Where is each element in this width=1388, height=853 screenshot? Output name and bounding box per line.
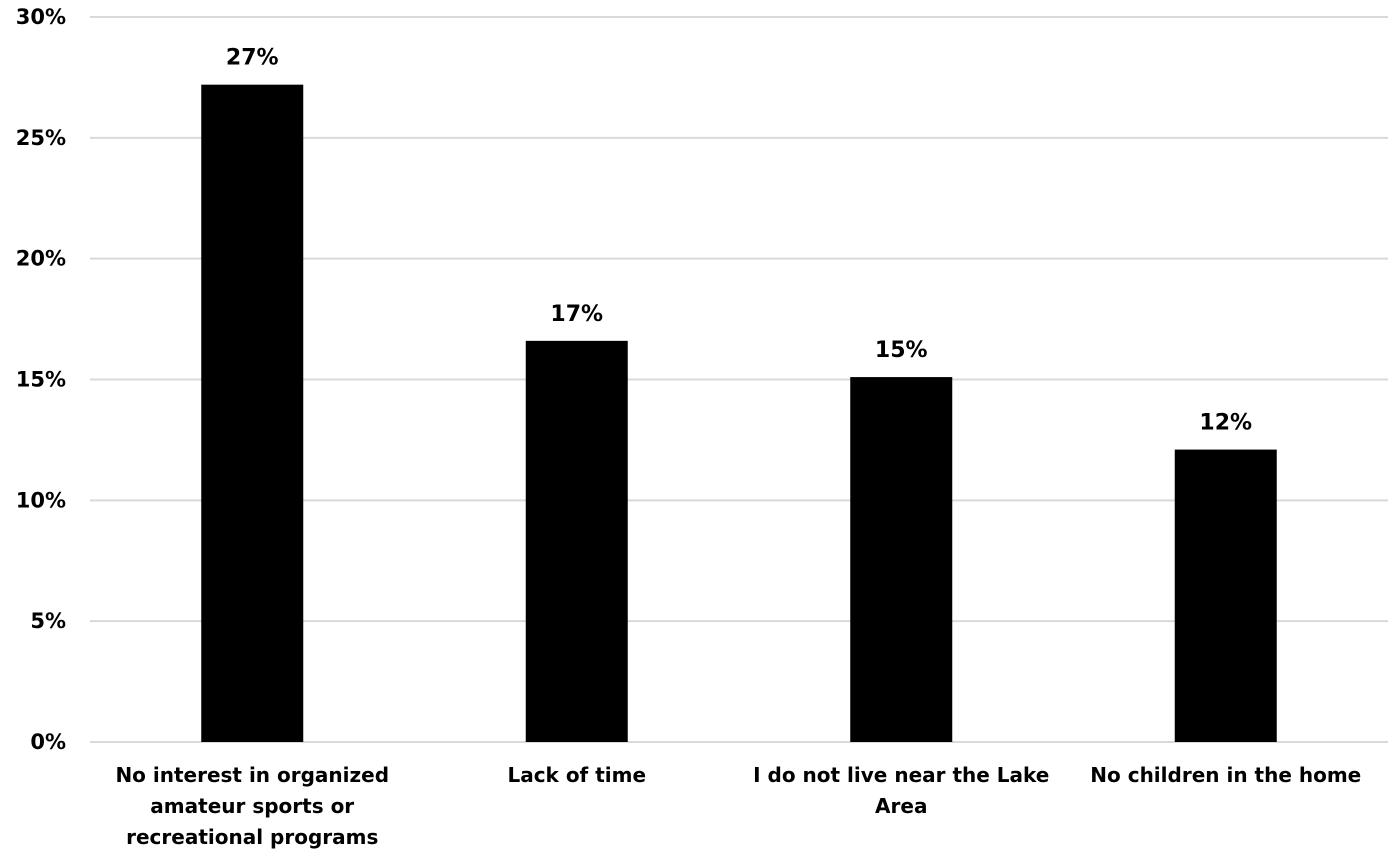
bar (1174, 449, 1277, 742)
y-tick-label: 5% (30, 609, 66, 633)
data-label: 12% (1199, 411, 1252, 436)
gridlines (90, 16, 1388, 743)
x-tick-label-line: amateur sports or (150, 794, 354, 818)
x-tick-label-line: Lack of time (507, 763, 646, 787)
y-tick-label: 10% (16, 488, 66, 512)
x-axis-category-labels: No interest in organized amateur sports o… (115, 763, 1361, 849)
x-tick-label-line: recreational programs (126, 825, 378, 849)
bar (850, 377, 953, 742)
y-tick-label: 20% (16, 247, 66, 271)
data-labels: 27% 17% 15% 12% (226, 46, 1252, 436)
x-tick-label: Lack of time (507, 763, 646, 787)
x-tick-label-line: Area (875, 794, 927, 818)
data-label: 17% (550, 302, 603, 327)
y-tick-label: 15% (16, 368, 66, 392)
x-tick-label-line: No children in the home (1090, 763, 1361, 787)
x-tick-label: I do not live near the Lake Area (753, 763, 1049, 818)
data-label: 27% (226, 46, 279, 71)
bars (201, 84, 1277, 742)
y-tick-label: 30% (16, 5, 66, 29)
data-label: 15% (875, 338, 928, 363)
x-tick-label-line: I do not live near the Lake (753, 763, 1049, 787)
x-tick-label-line: No interest in organized (115, 763, 389, 787)
y-axis-tick-labels: 0% 5% 10% 15% 20% 25% 30% (16, 5, 66, 754)
y-tick-label: 0% (30, 730, 66, 754)
y-tick-label: 25% (16, 126, 66, 150)
bar (525, 340, 628, 742)
x-tick-label: No interest in organized amateur sports o… (115, 763, 389, 849)
x-tick-label: No children in the home (1090, 763, 1361, 787)
bar (201, 84, 304, 742)
